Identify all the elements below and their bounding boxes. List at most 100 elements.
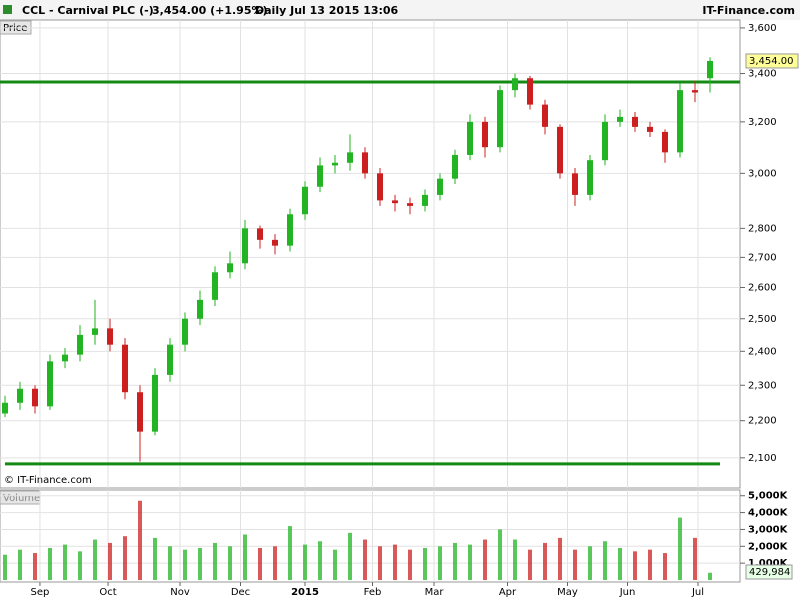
candle-body: [302, 186, 308, 215]
candle-body: [602, 121, 608, 161]
price-frame: [0, 19, 741, 489]
volume-bar: [423, 547, 427, 580]
volume-bar: [483, 539, 487, 580]
y-tick-label: 2,400: [748, 346, 777, 357]
candle-body: [167, 344, 173, 375]
y-tick-label: 4,000K: [748, 508, 789, 519]
volume-bar: [288, 526, 292, 580]
last-price-label: 3,454.00: [749, 56, 794, 67]
volume-bar: [318, 541, 322, 580]
volume-bar: [48, 547, 52, 580]
candle-body: [557, 126, 563, 174]
x-tick-label: Mar: [425, 587, 445, 598]
volume-bar: [348, 532, 352, 580]
candle-body: [647, 126, 653, 132]
volume-bar: [603, 541, 607, 580]
candle-body: [77, 334, 83, 355]
volume-bar: [153, 537, 157, 580]
volume-bar: [633, 551, 637, 580]
y-tick-label: 2,600: [748, 282, 777, 293]
candle-body: [212, 272, 218, 300]
volume-bar: [198, 547, 202, 580]
y-tick-label: 3,400: [748, 69, 777, 80]
x-tick-label: 2015: [291, 587, 319, 598]
x-tick-label: Jun: [619, 587, 636, 598]
volume-bar: [378, 546, 382, 580]
volume-bar: [558, 537, 562, 580]
volume-bar: [573, 549, 577, 580]
y-tick-label: 2,200: [748, 416, 777, 427]
candle-body: [632, 116, 638, 127]
candle-body: [347, 152, 353, 163]
x-tick-label: Oct: [99, 587, 116, 598]
volume-bar: [498, 529, 502, 580]
site: IT-Finance.com: [702, 4, 795, 17]
candle-body: [377, 173, 383, 201]
volume-bar: [333, 549, 337, 580]
volume-bar: [228, 546, 232, 580]
candle-body: [482, 121, 488, 148]
candle-body: [17, 388, 23, 403]
volume-bar: [588, 546, 592, 580]
last-volume-label: 429,984: [749, 567, 790, 578]
y-tick-label: 2,100: [748, 453, 777, 464]
volume-bar: [93, 539, 97, 580]
candle-body: [407, 203, 413, 206]
period: Daily Jul 13 2015 13:06: [255, 4, 399, 17]
candle-body: [197, 299, 203, 319]
y-tick-label: 2,800: [748, 223, 777, 234]
volume-bar: [663, 553, 667, 580]
x-tick-label: Sep: [31, 587, 50, 598]
symbol: CCL - Carnival PLC (-): [22, 4, 154, 17]
volume-bar: [453, 542, 457, 580]
candle-body: [677, 90, 683, 153]
candle-body: [2, 402, 8, 414]
volume-bar: [273, 546, 277, 580]
y-tick-label: 2,300: [748, 380, 777, 391]
volume-bar: [3, 554, 7, 580]
candle-body: [242, 228, 248, 264]
candle-body: [122, 344, 128, 393]
candle-body: [497, 90, 503, 148]
credit: © IT-Finance.com: [4, 475, 92, 486]
volume-bar: [708, 572, 712, 580]
candle-body: [452, 154, 458, 179]
volume-bar: [618, 547, 622, 580]
volume-bar: [213, 542, 217, 580]
candle-body: [107, 328, 113, 345]
volume-bar: [303, 544, 307, 580]
volume-bar: [543, 542, 547, 580]
candle-body: [227, 263, 233, 273]
y-tick-label: 3,000: [748, 168, 777, 179]
candle-body: [707, 60, 713, 79]
volume-bar: [408, 549, 412, 580]
last-volume-box: [745, 564, 793, 580]
candle-body: [182, 318, 188, 345]
volume-bar: [108, 542, 112, 580]
volume-bar: [123, 536, 127, 580]
symbol-icon: [3, 5, 12, 14]
volume-bar: [168, 546, 172, 580]
candle-body: [392, 200, 398, 204]
candle-body: [62, 354, 68, 362]
volume-title: Volume: [3, 493, 40, 504]
volume-bar: [393, 544, 397, 580]
y-tick-label: 1,000K: [748, 558, 789, 569]
volume-frame: [0, 489, 741, 583]
candle-body: [527, 78, 533, 105]
y-tick-label: 5,000K: [748, 491, 789, 502]
y-tick-label: 2,700: [748, 252, 777, 263]
candle-body: [152, 374, 158, 432]
candle-body: [512, 78, 518, 91]
candle-body: [362, 152, 368, 174]
candle-body: [662, 131, 668, 153]
y-tick-label: 2,500: [748, 314, 777, 325]
header-bar: [0, 0, 800, 20]
x-tick-label: May: [557, 587, 578, 598]
candle-body: [692, 90, 698, 93]
volume-bar: [693, 537, 697, 580]
volume-bar: [18, 549, 22, 580]
candle-body: [287, 214, 293, 246]
